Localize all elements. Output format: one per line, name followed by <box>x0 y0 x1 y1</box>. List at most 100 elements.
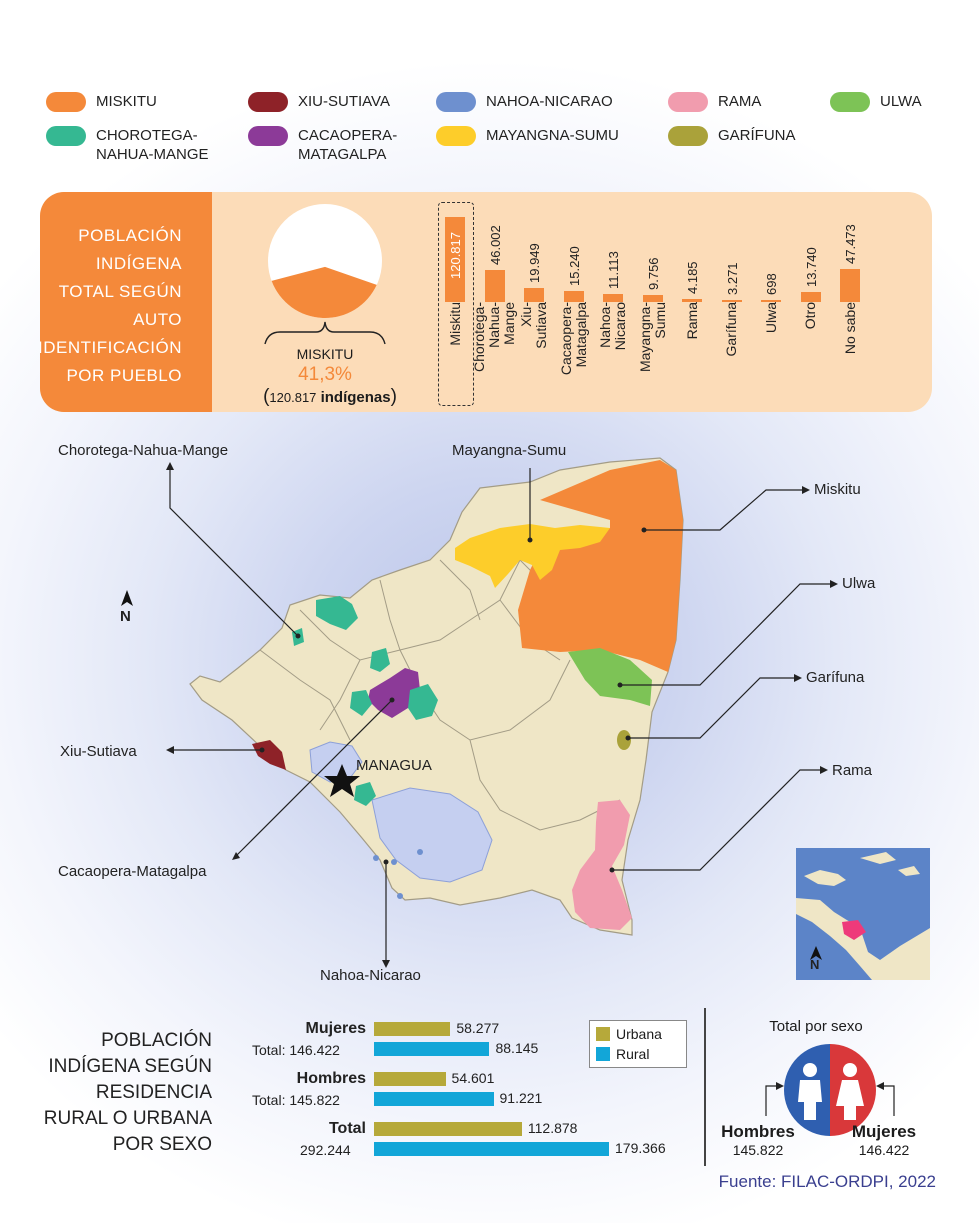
residence-group-name: Total <box>328 1120 366 1137</box>
legend-item: MAYANGNA-SUMU <box>436 126 619 146</box>
bar-4 <box>603 294 623 302</box>
bar-5 <box>642 295 663 302</box>
rural-value: 88.145 <box>495 1040 539 1056</box>
inset-map <box>796 848 930 980</box>
legend-swatch <box>46 92 86 112</box>
panel-title-line: POBLACIÓN <box>78 226 182 245</box>
bar-1 <box>484 269 505 302</box>
bar-value-label: 13.740 <box>803 247 819 288</box>
legend-label: MISKITU <box>96 93 157 110</box>
female-value: 146.422 <box>858 1142 910 1158</box>
rural-value: 91.221 <box>499 1090 543 1106</box>
legend-label: ULWA <box>880 93 922 110</box>
urbana-value: 54.601 <box>451 1070 495 1086</box>
highlight-box <box>438 202 474 406</box>
legend-item: ULWA <box>830 92 922 112</box>
legend-swatch <box>436 126 476 146</box>
female-pointer <box>882 1085 895 1116</box>
region-xiu-sutiava <box>252 740 286 770</box>
legend-swatch <box>248 126 288 146</box>
bar-7 <box>721 299 742 302</box>
bar-value-label: 46.002 <box>487 224 503 265</box>
bar-value-label: 9.756 <box>645 257 661 291</box>
pie-count: (120.817 indígenas) <box>263 386 397 407</box>
residence-group-name: Hombres <box>296 1070 366 1087</box>
bar-category-label: Rama <box>683 302 700 340</box>
female-label: Mujeres <box>851 1122 917 1141</box>
label-garifuna: Garífuna <box>806 669 865 686</box>
bar-urbana <box>374 1122 522 1136</box>
bar-urbana <box>374 1072 446 1086</box>
legend-item: GARÍFUNA <box>668 126 796 146</box>
bar-value-label: 15.240 <box>566 246 582 287</box>
bar-rural <box>374 1142 609 1156</box>
legend-item: CACAOPERA- MATAGALPA <box>248 126 397 164</box>
label-rama: Rama <box>832 762 873 779</box>
urbana-value: 112.878 <box>527 1120 578 1136</box>
panel-title-line: IDENTIFICACIÓN <box>40 338 182 357</box>
panel-title: POBLACIÓN INDÍGENA TOTAL SEGÚN AUTO IDENTIFI… <box>40 222 182 390</box>
bar-3 <box>563 291 584 302</box>
sex-circle <box>765 1044 895 1136</box>
legend-urbana: Urbana <box>596 1026 662 1042</box>
pie-brace <box>264 321 386 345</box>
region-ulwa <box>568 648 652 706</box>
legend-item: XIU-SUTIAVA <box>248 92 390 112</box>
label-miskitu: Miskitu <box>814 481 861 498</box>
panel-title-line: AUTO <box>133 310 182 329</box>
residence-group-total: 292.244 <box>300 1142 351 1158</box>
legend-item: RAMA <box>668 92 761 112</box>
rural-value: 179.366 <box>615 1140 666 1156</box>
panel-title-line: TOTAL SEGÚN <box>58 282 182 301</box>
region-garifuna <box>617 730 631 750</box>
label-ulwa: Ulwa <box>842 575 876 592</box>
bar-value-label: 4.185 <box>685 261 700 295</box>
label-mayangna: Mayangna-Sumu <box>452 442 567 459</box>
bar-0 <box>445 217 465 302</box>
pie-label: MISKITU <box>296 346 354 362</box>
legend-label: XIU-SUTIAVA <box>298 93 390 110</box>
region-cacaopera <box>368 668 420 718</box>
legend-swatch <box>436 92 476 112</box>
bar-category-label: Chorotega- Nahua- Mange <box>471 302 517 373</box>
leader-arrows <box>166 462 838 968</box>
legend-label: CACAOPERA- MATAGALPA <box>298 127 398 163</box>
residence-title-line: RURAL O URBANA <box>43 1108 212 1129</box>
residence-group-total: Total: 146.422 <box>252 1042 340 1058</box>
bar-8 <box>761 300 781 302</box>
region-miskitu <box>518 460 683 672</box>
label-managua: MANAGUA <box>356 757 432 774</box>
legend-swatch <box>668 92 708 112</box>
bar-2 <box>524 287 544 302</box>
inset-north-label: N <box>810 957 820 972</box>
legend-item: MISKITU <box>46 92 157 112</box>
bar-category-label: Xiu- Sutiava <box>518 302 549 349</box>
bar-6 <box>682 299 702 302</box>
lake-nicaragua <box>371 787 493 883</box>
male-figure-icon <box>798 1063 822 1120</box>
bar-category-label: Mayangna- Sumu <box>636 302 668 373</box>
bar-rural <box>374 1092 494 1106</box>
bar-9 <box>800 292 821 302</box>
panel-title-line: INDÍGENA <box>95 254 182 273</box>
legend-swatch <box>248 92 288 112</box>
bar-category-label: Otro <box>802 302 818 330</box>
bar-value-label: 19.949 <box>527 243 542 283</box>
male-pointer <box>765 1085 778 1116</box>
bar-category-label: Ulwa <box>762 302 779 334</box>
bar-category-label: Garífuna <box>723 302 739 357</box>
pie-percent: 41,3% <box>298 364 352 385</box>
residence-title-line: POR SEXO <box>112 1134 212 1155</box>
bar-urbana <box>374 1022 451 1036</box>
region-nahoa <box>373 849 423 899</box>
managua-star <box>324 764 360 797</box>
female-figure-icon <box>836 1063 864 1120</box>
residence-legend: Urbana Rural <box>589 1020 687 1068</box>
bar-value-label: 47.473 <box>843 223 858 264</box>
lake-managua <box>309 741 363 783</box>
north-label: N <box>120 608 131 625</box>
legend-label: RAMA <box>718 93 762 110</box>
north-arrow-icon <box>121 590 133 606</box>
legend-swatch <box>830 92 870 112</box>
legend-swatch <box>668 126 708 146</box>
